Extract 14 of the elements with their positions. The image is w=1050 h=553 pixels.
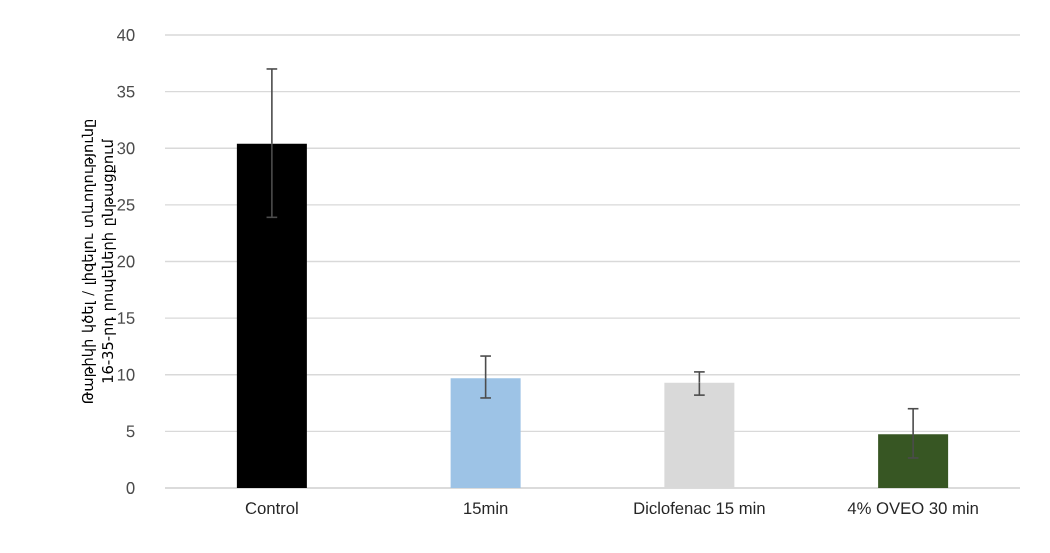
y-tick-label: 30	[117, 142, 135, 155]
y-axis-title: Թաթիկի կծել / լիզելու տևողությունը 16-35-րդ րոպեների ընթացքում	[81, 119, 116, 403]
y-tick-label: 5	[126, 425, 135, 438]
y-tick-label: 40	[117, 29, 135, 41]
y-tick-label: 15	[117, 312, 135, 324]
x-tick-label: 4% OVEO 30 min	[847, 501, 978, 515]
y-tick-label: 35	[117, 85, 135, 98]
y-tick-label: 25	[117, 198, 135, 211]
y-tick-label: 20	[117, 255, 135, 268]
x-tick-label: Diclofenac 15 min	[634, 501, 765, 515]
y-tick-label: 10	[117, 368, 135, 381]
y-tick-label: 0	[126, 482, 135, 494]
x-tick-label: Control	[245, 501, 298, 515]
x-tick-label: 15min	[464, 501, 508, 515]
